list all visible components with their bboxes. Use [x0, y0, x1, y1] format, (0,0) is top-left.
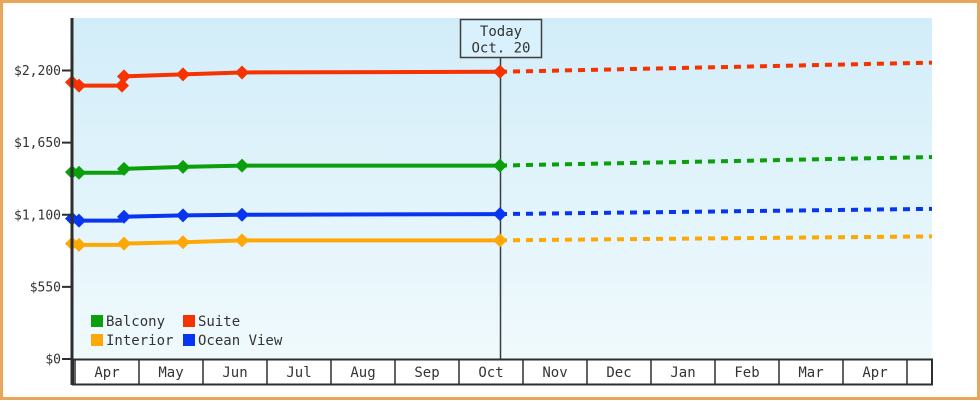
- legend-swatch-suite: [183, 315, 195, 327]
- month-strip-frame: [72, 358, 933, 386]
- today-marker-box: Today Oct. 20: [459, 18, 543, 59]
- data-point-diamond: [117, 209, 131, 224]
- data-point-diamond: [72, 237, 86, 252]
- x-axis-month-strip: Apr May Jun Jul Aug Sep Oct Nov Dec Jan Feb Mar Apr: [72, 358, 933, 386]
- data-point-diamond: [117, 161, 131, 176]
- month-label: Mar: [798, 365, 823, 381]
- today-date-label: Oct. 20: [471, 41, 530, 57]
- y-tick-label: $1,650: [14, 136, 61, 151]
- today-box-frame: [459, 18, 543, 59]
- y-tick-label: $1,100: [14, 208, 61, 223]
- month-label: Nov: [542, 365, 567, 381]
- data-point-diamond: [117, 69, 131, 84]
- month-label: May: [158, 365, 183, 381]
- data-point-diamond: [176, 67, 190, 82]
- y-tick-label: $2,200: [14, 64, 61, 79]
- month-label: Aug: [350, 365, 375, 381]
- month-label: Apr: [862, 365, 887, 381]
- data-point-diamond: [176, 159, 190, 174]
- legend-swatch-balcony: [91, 315, 103, 327]
- month-label: Sep: [414, 365, 439, 381]
- data-point-diamond: [493, 207, 507, 222]
- y-tick-label: $550: [30, 280, 61, 295]
- price-chart-canvas: $2,200 $1,650 $1,100 $550 $0 Apr May Jun Jul Aug…: [14, 18, 933, 386]
- month-label: Jul: [286, 365, 311, 381]
- legend-label: Suite: [198, 314, 240, 330]
- data-point-diamond: [72, 213, 86, 228]
- legend: Balcony Suite Interior Ocean View: [91, 314, 283, 349]
- legend-swatch-ocean-view: [183, 334, 195, 346]
- data-point-diamond: [117, 236, 131, 251]
- data-point-diamond: [72, 78, 86, 93]
- data-point-diamond: [176, 235, 190, 250]
- data-point-diamond: [493, 233, 507, 248]
- data-point-diamond: [235, 158, 249, 173]
- y-axis: $2,200 $1,650 $1,100 $550 $0: [14, 18, 74, 385]
- data-point-diamond: [493, 64, 507, 79]
- legend-label: Balcony: [106, 314, 165, 330]
- month-label: Apr: [94, 365, 119, 381]
- data-point-diamond: [235, 65, 249, 80]
- data-point-diamond: [235, 233, 249, 248]
- data-point-diamond: [493, 158, 507, 173]
- month-label: Jun: [222, 365, 247, 381]
- month-label: Dec: [606, 365, 631, 381]
- data-point-diamond: [235, 207, 249, 222]
- month-label: Jan: [670, 365, 695, 381]
- month-label: Oct: [478, 365, 503, 381]
- legend-swatch-interior: [91, 334, 103, 346]
- data-point-diamond: [115, 78, 129, 93]
- legend-label: Interior: [106, 333, 173, 349]
- today-label: Today: [480, 24, 522, 40]
- data-point-diamond: [176, 208, 190, 223]
- y-tick-label: $0: [45, 353, 61, 368]
- data-point-diamond: [72, 165, 86, 180]
- month-label: Feb: [734, 365, 759, 381]
- legend-label: Ocean View: [198, 333, 283, 349]
